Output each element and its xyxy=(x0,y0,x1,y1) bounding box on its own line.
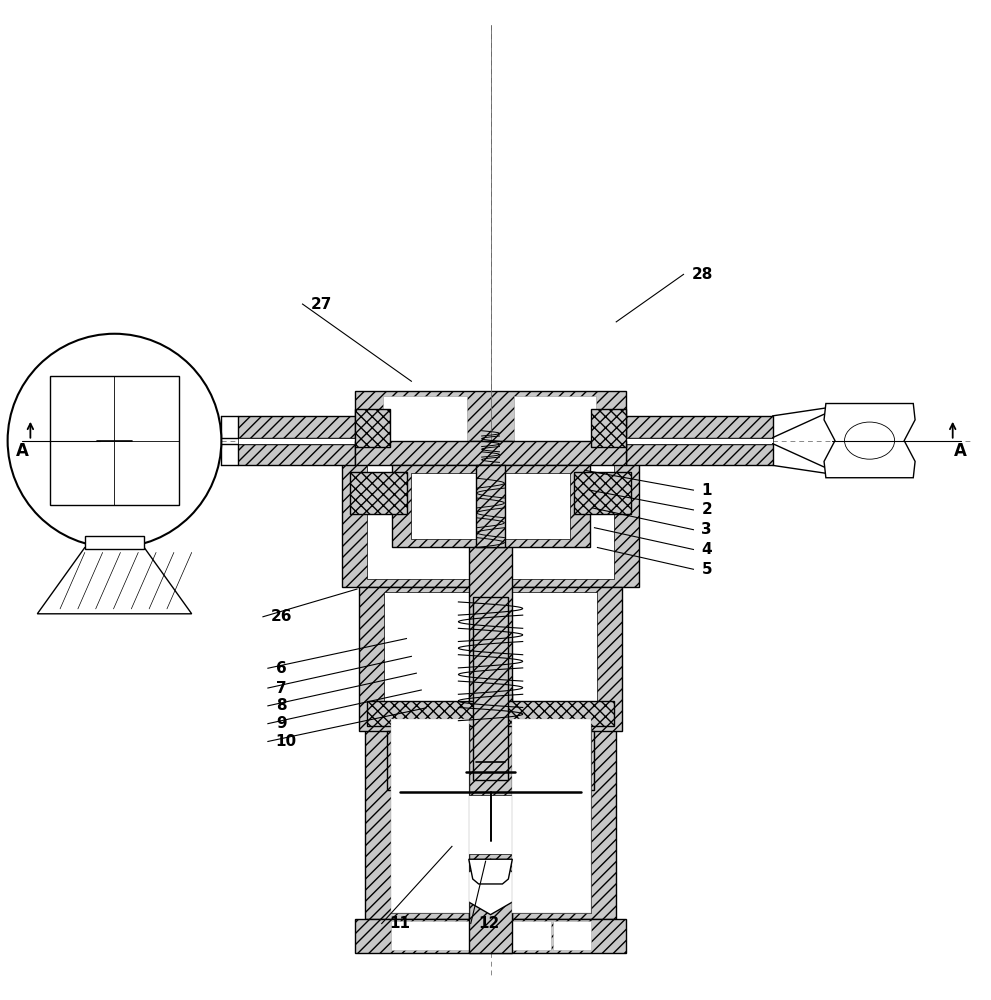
Bar xyxy=(342,441,639,587)
Bar xyxy=(574,472,631,514)
Bar xyxy=(469,441,512,953)
Bar xyxy=(626,438,773,444)
Circle shape xyxy=(8,334,221,548)
Text: 8: 8 xyxy=(275,698,286,713)
Bar xyxy=(390,719,469,913)
Bar xyxy=(473,597,508,780)
Bar xyxy=(384,592,598,726)
Text: A: A xyxy=(16,442,29,460)
Bar xyxy=(238,416,355,438)
Bar xyxy=(512,719,591,913)
Polygon shape xyxy=(469,859,512,884)
Bar xyxy=(238,444,355,465)
Bar xyxy=(355,441,626,465)
Bar xyxy=(411,473,570,539)
Bar xyxy=(365,693,616,919)
Bar xyxy=(391,465,590,547)
Text: 5: 5 xyxy=(702,562,712,577)
Bar xyxy=(553,921,591,950)
Bar xyxy=(476,465,505,547)
Bar xyxy=(238,438,355,444)
Text: 10: 10 xyxy=(275,734,297,749)
Bar xyxy=(406,790,575,859)
Bar xyxy=(367,701,614,726)
Text: 12: 12 xyxy=(479,916,499,931)
Bar xyxy=(411,736,570,785)
Polygon shape xyxy=(467,859,514,915)
Bar xyxy=(390,719,591,913)
Bar xyxy=(51,376,178,505)
Bar xyxy=(355,919,626,953)
Text: A: A xyxy=(954,442,967,460)
Text: 7: 7 xyxy=(275,681,286,696)
Text: 9: 9 xyxy=(275,716,286,731)
Polygon shape xyxy=(825,404,915,478)
Text: 6: 6 xyxy=(275,661,286,676)
Bar xyxy=(359,587,622,731)
Bar xyxy=(390,921,551,950)
Polygon shape xyxy=(38,548,191,614)
Bar xyxy=(355,391,626,462)
Bar xyxy=(514,396,597,457)
Bar xyxy=(626,444,773,465)
Text: 28: 28 xyxy=(692,267,713,282)
Text: 27: 27 xyxy=(310,297,332,312)
Bar xyxy=(85,536,144,549)
Bar xyxy=(367,449,614,579)
Bar xyxy=(469,693,512,919)
Bar xyxy=(350,472,407,514)
Text: 4: 4 xyxy=(702,542,712,557)
Bar xyxy=(386,731,595,790)
Text: 3: 3 xyxy=(702,522,712,537)
Text: 26: 26 xyxy=(271,609,292,624)
Bar xyxy=(355,409,389,447)
Text: 2: 2 xyxy=(702,502,713,517)
Ellipse shape xyxy=(844,422,895,459)
Bar xyxy=(383,396,467,457)
Text: 11: 11 xyxy=(389,916,410,931)
Bar xyxy=(592,409,626,447)
Text: 1: 1 xyxy=(702,483,712,498)
Bar xyxy=(626,416,773,438)
Bar xyxy=(428,795,553,854)
